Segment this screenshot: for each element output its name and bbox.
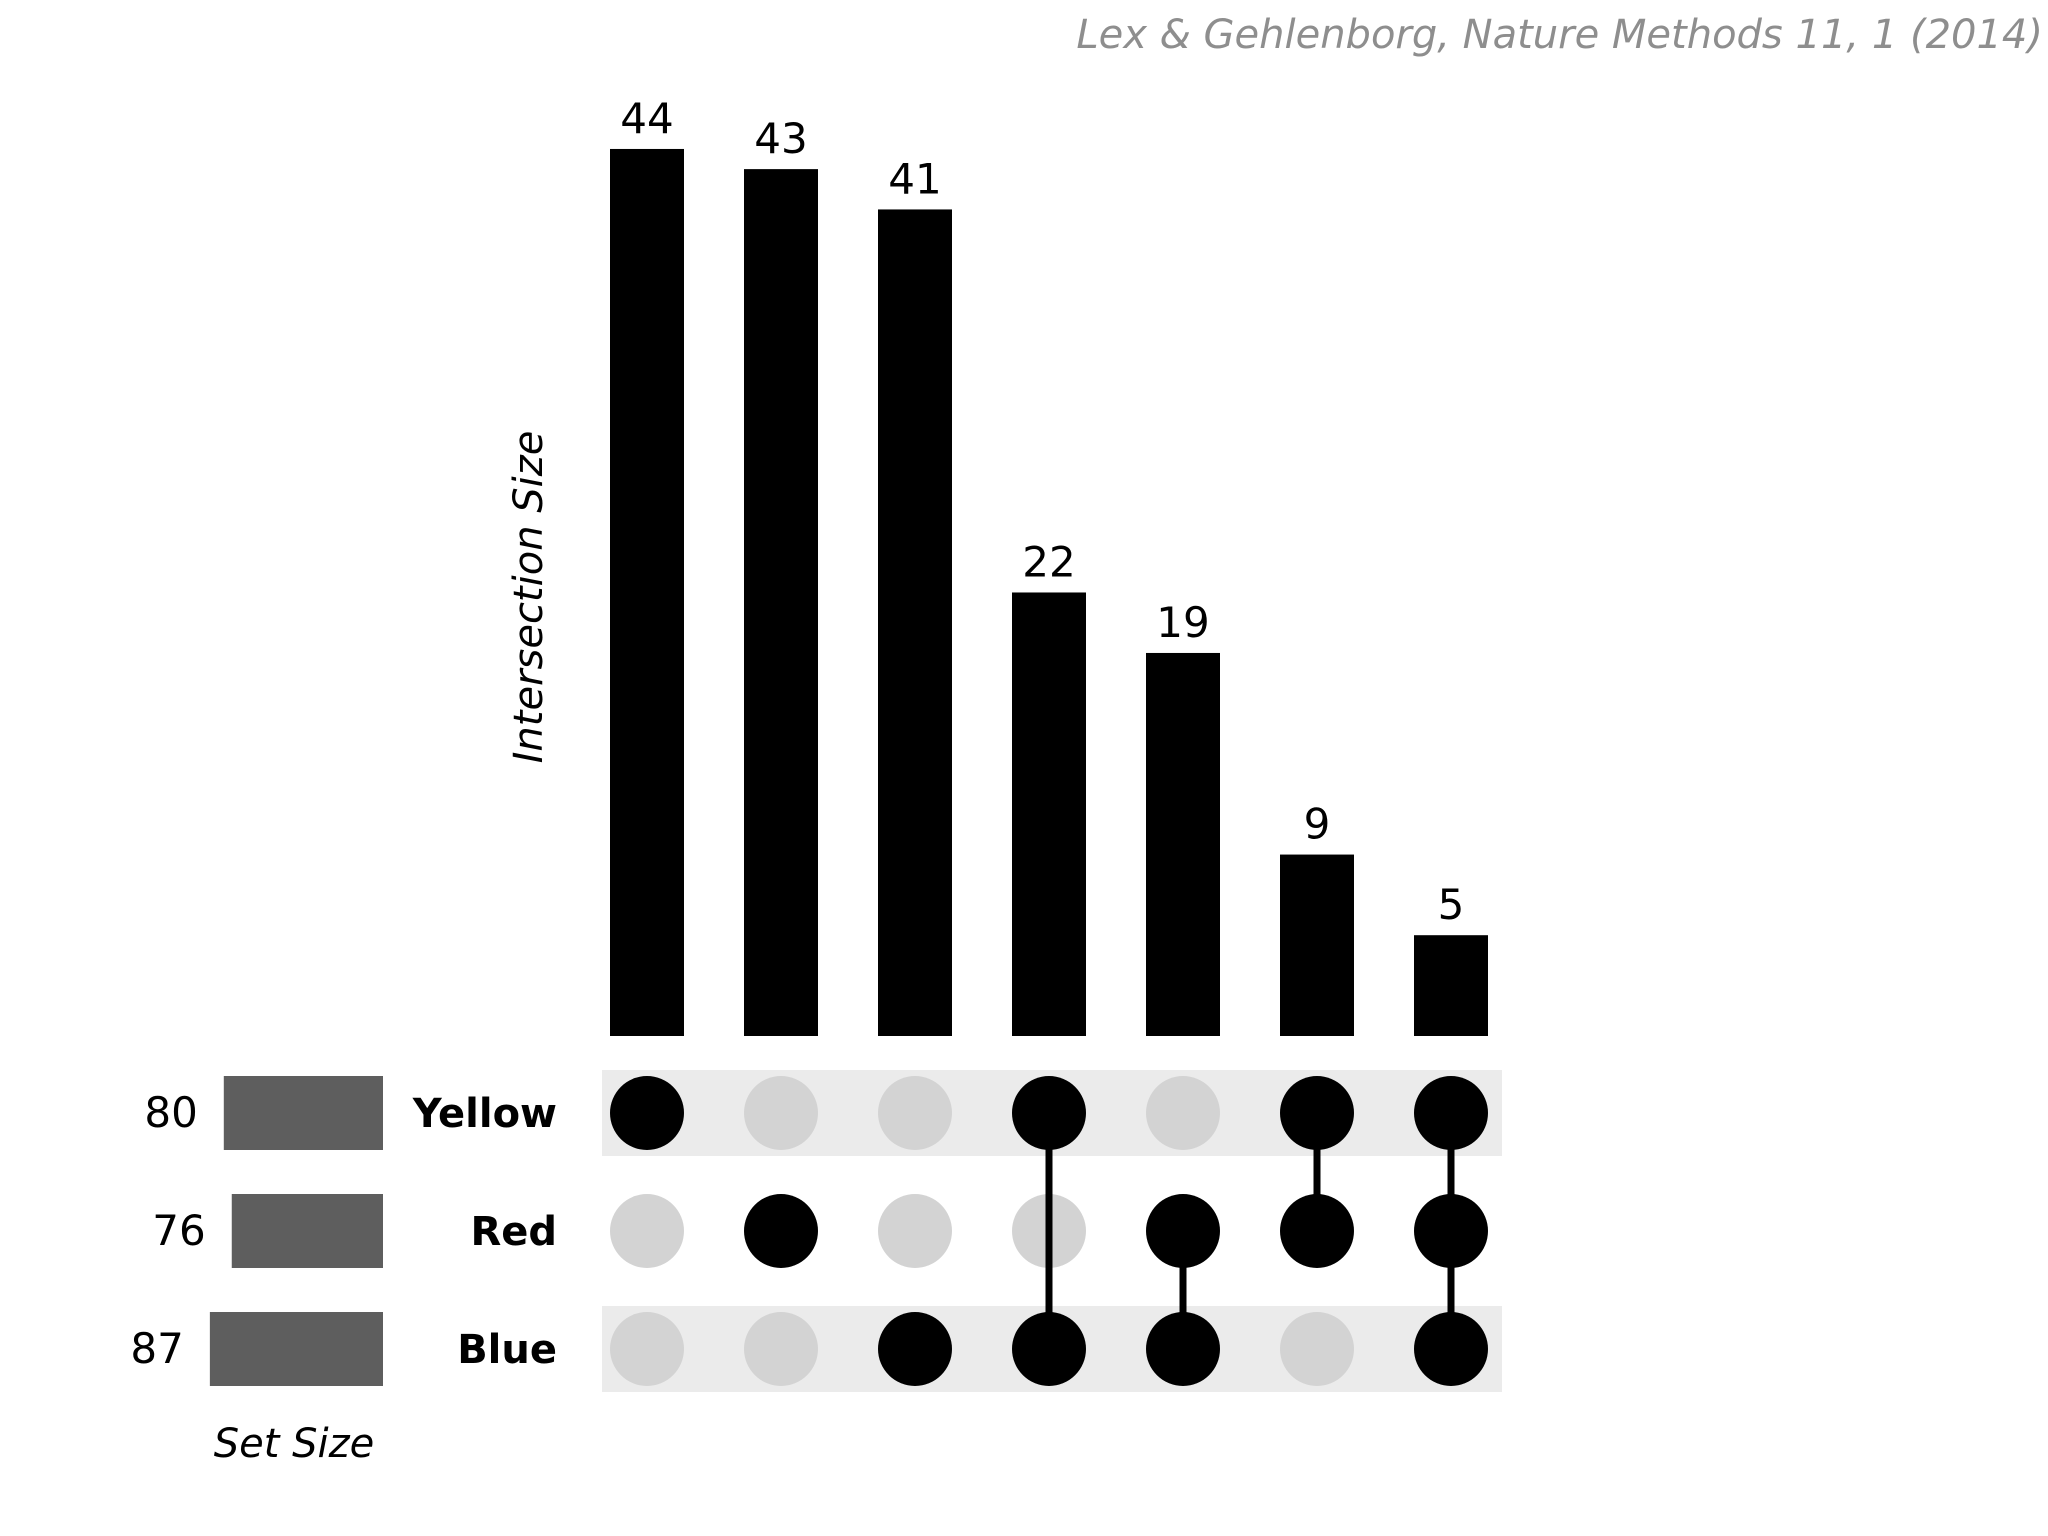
set-size-bar: [223, 1076, 383, 1150]
intersection-bar: [744, 169, 818, 1036]
matrix-dot-active: [1280, 1194, 1354, 1268]
matrix-dot-inactive: [1146, 1076, 1220, 1150]
set-size-value: 87: [130, 1324, 183, 1373]
bar-value-label: 41: [888, 154, 941, 203]
matrix-dot-active: [1146, 1312, 1220, 1386]
set-size-bar: [231, 1194, 383, 1268]
bar-value-label: 44: [620, 94, 673, 143]
intersection-bar: [610, 148, 684, 1036]
matrix-dot-active: [1414, 1312, 1488, 1386]
intersection-bar: [1414, 935, 1488, 1036]
intersection-bar: [878, 209, 952, 1036]
set-size-value: 80: [144, 1088, 197, 1137]
set-size-label: Set Size: [214, 1421, 375, 1467]
set-size-bars: 80 Yellow 76 Red 87 Blue: [130, 1076, 557, 1386]
matrix-dot-inactive: [610, 1194, 684, 1268]
citation-text: Lex & Gehlenborg, Nature Methods 11, 1 (…: [1076, 12, 2043, 58]
bar-value-label: 22: [1022, 537, 1075, 586]
matrix-dot-active: [1414, 1194, 1488, 1268]
intersection-bar: [1280, 854, 1354, 1036]
set-name-label: Blue: [457, 1327, 557, 1373]
matrix-dot-inactive: [610, 1312, 684, 1386]
matrix-dot-active: [1146, 1194, 1220, 1268]
intersection-bars: 44 43 41 22 19 9 5: [610, 94, 1488, 1036]
bar-value-label: 9: [1304, 800, 1331, 849]
matrix-dot-active: [744, 1194, 818, 1268]
set-size-bar: [209, 1312, 383, 1386]
bar-value-label: 43: [754, 114, 807, 163]
bar-value-label: 5: [1438, 880, 1465, 929]
intersection-bar: [1146, 652, 1220, 1036]
set-size-value: 76: [152, 1206, 205, 1255]
matrix-dot-inactive: [1280, 1312, 1354, 1386]
matrix-dot-active: [878, 1312, 952, 1386]
matrix-dot-active: [1280, 1076, 1354, 1150]
set-name-label: Red: [470, 1209, 557, 1255]
matrix-dot-inactive: [744, 1076, 818, 1150]
intersection-bar: [1012, 592, 1086, 1036]
bar-value-label: 19: [1156, 598, 1209, 647]
y-axis-label: Intersection Size: [506, 431, 552, 764]
set-name-label: Yellow: [412, 1091, 557, 1137]
matrix-dot-active: [1012, 1076, 1086, 1150]
matrix-dot-inactive: [878, 1194, 952, 1268]
matrix-dot-inactive: [744, 1312, 818, 1386]
matrix-dot-active: [610, 1076, 684, 1150]
intersection-matrix: [610, 1076, 1488, 1386]
matrix-dot-active: [1012, 1312, 1086, 1386]
matrix-dot-active: [1414, 1076, 1488, 1150]
matrix-dot-inactive: [878, 1076, 952, 1150]
